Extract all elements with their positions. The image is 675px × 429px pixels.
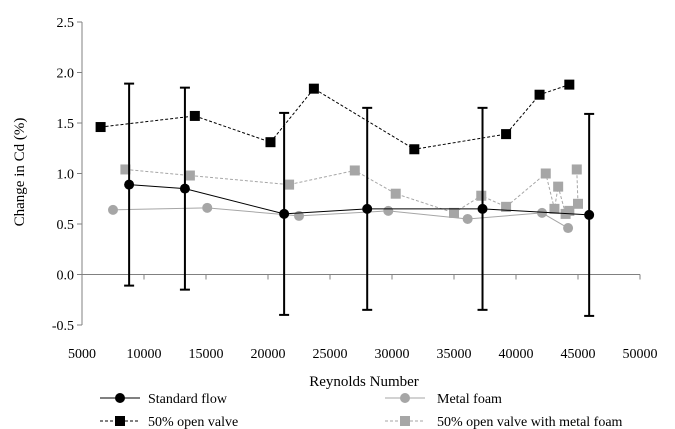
legend-item-4: 50% open valve with metal foam <box>385 415 623 429</box>
series-layer <box>95 79 595 317</box>
y-tick-label: 1.0 <box>57 168 75 183</box>
series-line <box>100 84 570 150</box>
data-point <box>362 203 373 214</box>
data-point <box>124 179 135 190</box>
data-point <box>120 164 131 175</box>
y-tick-label: 0.0 <box>57 269 75 284</box>
legend-item-1: Standard flow <box>100 392 228 407</box>
data-point <box>549 203 560 214</box>
x-tick-label: 25000 <box>313 347 348 362</box>
legend-label: 50% open valve with metal foam <box>437 415 623 429</box>
data-point <box>571 164 582 175</box>
y-tick-label: 1.5 <box>57 117 75 132</box>
data-point <box>390 188 401 199</box>
y-axis-title: Change in Cd (%) <box>12 118 28 227</box>
x-tick-label: 15000 <box>189 347 224 362</box>
legend: Standard flow Metal foam 50% open valve 50%… <box>100 392 623 429</box>
x-tick-label: 50000 <box>623 347 658 362</box>
data-point <box>449 207 459 218</box>
x-axis-title: Reynolds Number <box>309 374 419 390</box>
data-point <box>584 209 595 220</box>
data-point <box>501 129 512 140</box>
legend-item-2: Metal foam <box>385 392 502 407</box>
data-point <box>409 144 420 155</box>
axes: -0.5 0.0 0.5 1.0 1.5 2.0 2.5 5000 10000 15000 2000… <box>52 16 658 362</box>
data-point <box>184 170 195 181</box>
data-point <box>284 179 295 190</box>
x-tick-label: 10000 <box>127 347 162 362</box>
x-tick-label: 5000 <box>68 347 96 362</box>
data-point <box>476 190 487 201</box>
legend-label: Metal foam <box>437 392 502 407</box>
data-point <box>349 165 360 176</box>
x-tick-label: 45000 <box>561 347 596 362</box>
legend-marker <box>400 416 410 426</box>
series-3 <box>95 79 575 155</box>
data-point <box>534 89 545 100</box>
y-tick-label: 2.0 <box>57 67 75 82</box>
legend-label: Standard flow <box>148 392 228 407</box>
series-4 <box>120 164 583 219</box>
data-point <box>553 181 564 192</box>
data-point <box>308 83 319 94</box>
y-tick-label: 2.5 <box>57 16 75 31</box>
x-tick-label: 30000 <box>375 347 410 362</box>
y-tick-label: -0.5 <box>52 319 74 334</box>
data-point <box>383 205 394 216</box>
data-point <box>477 203 488 214</box>
data-point <box>202 202 213 213</box>
legend-label: 50% open valve <box>148 415 238 429</box>
x-tick-label: 20000 <box>251 347 286 362</box>
x-tick-label: 35000 <box>437 347 472 362</box>
series-1 <box>124 82 595 317</box>
data-point <box>179 183 190 194</box>
legend-item-3: 50% open valve <box>100 415 238 429</box>
y-tick-label: 0.5 <box>57 218 75 233</box>
data-point <box>573 198 583 209</box>
legend-marker <box>115 416 125 426</box>
legend-marker <box>400 393 410 403</box>
data-point <box>537 207 548 218</box>
data-point <box>462 213 473 224</box>
data-point <box>564 205 575 216</box>
data-point <box>540 168 551 179</box>
legend-marker <box>115 393 125 403</box>
data-point <box>189 110 200 121</box>
data-point <box>108 204 118 215</box>
data-point <box>501 201 512 212</box>
data-point <box>564 79 575 90</box>
data-point <box>265 137 276 148</box>
data-point <box>279 208 290 219</box>
x-tick-label: 40000 <box>499 347 534 362</box>
data-point <box>95 122 106 133</box>
data-point <box>563 223 574 234</box>
series-line <box>129 184 590 216</box>
